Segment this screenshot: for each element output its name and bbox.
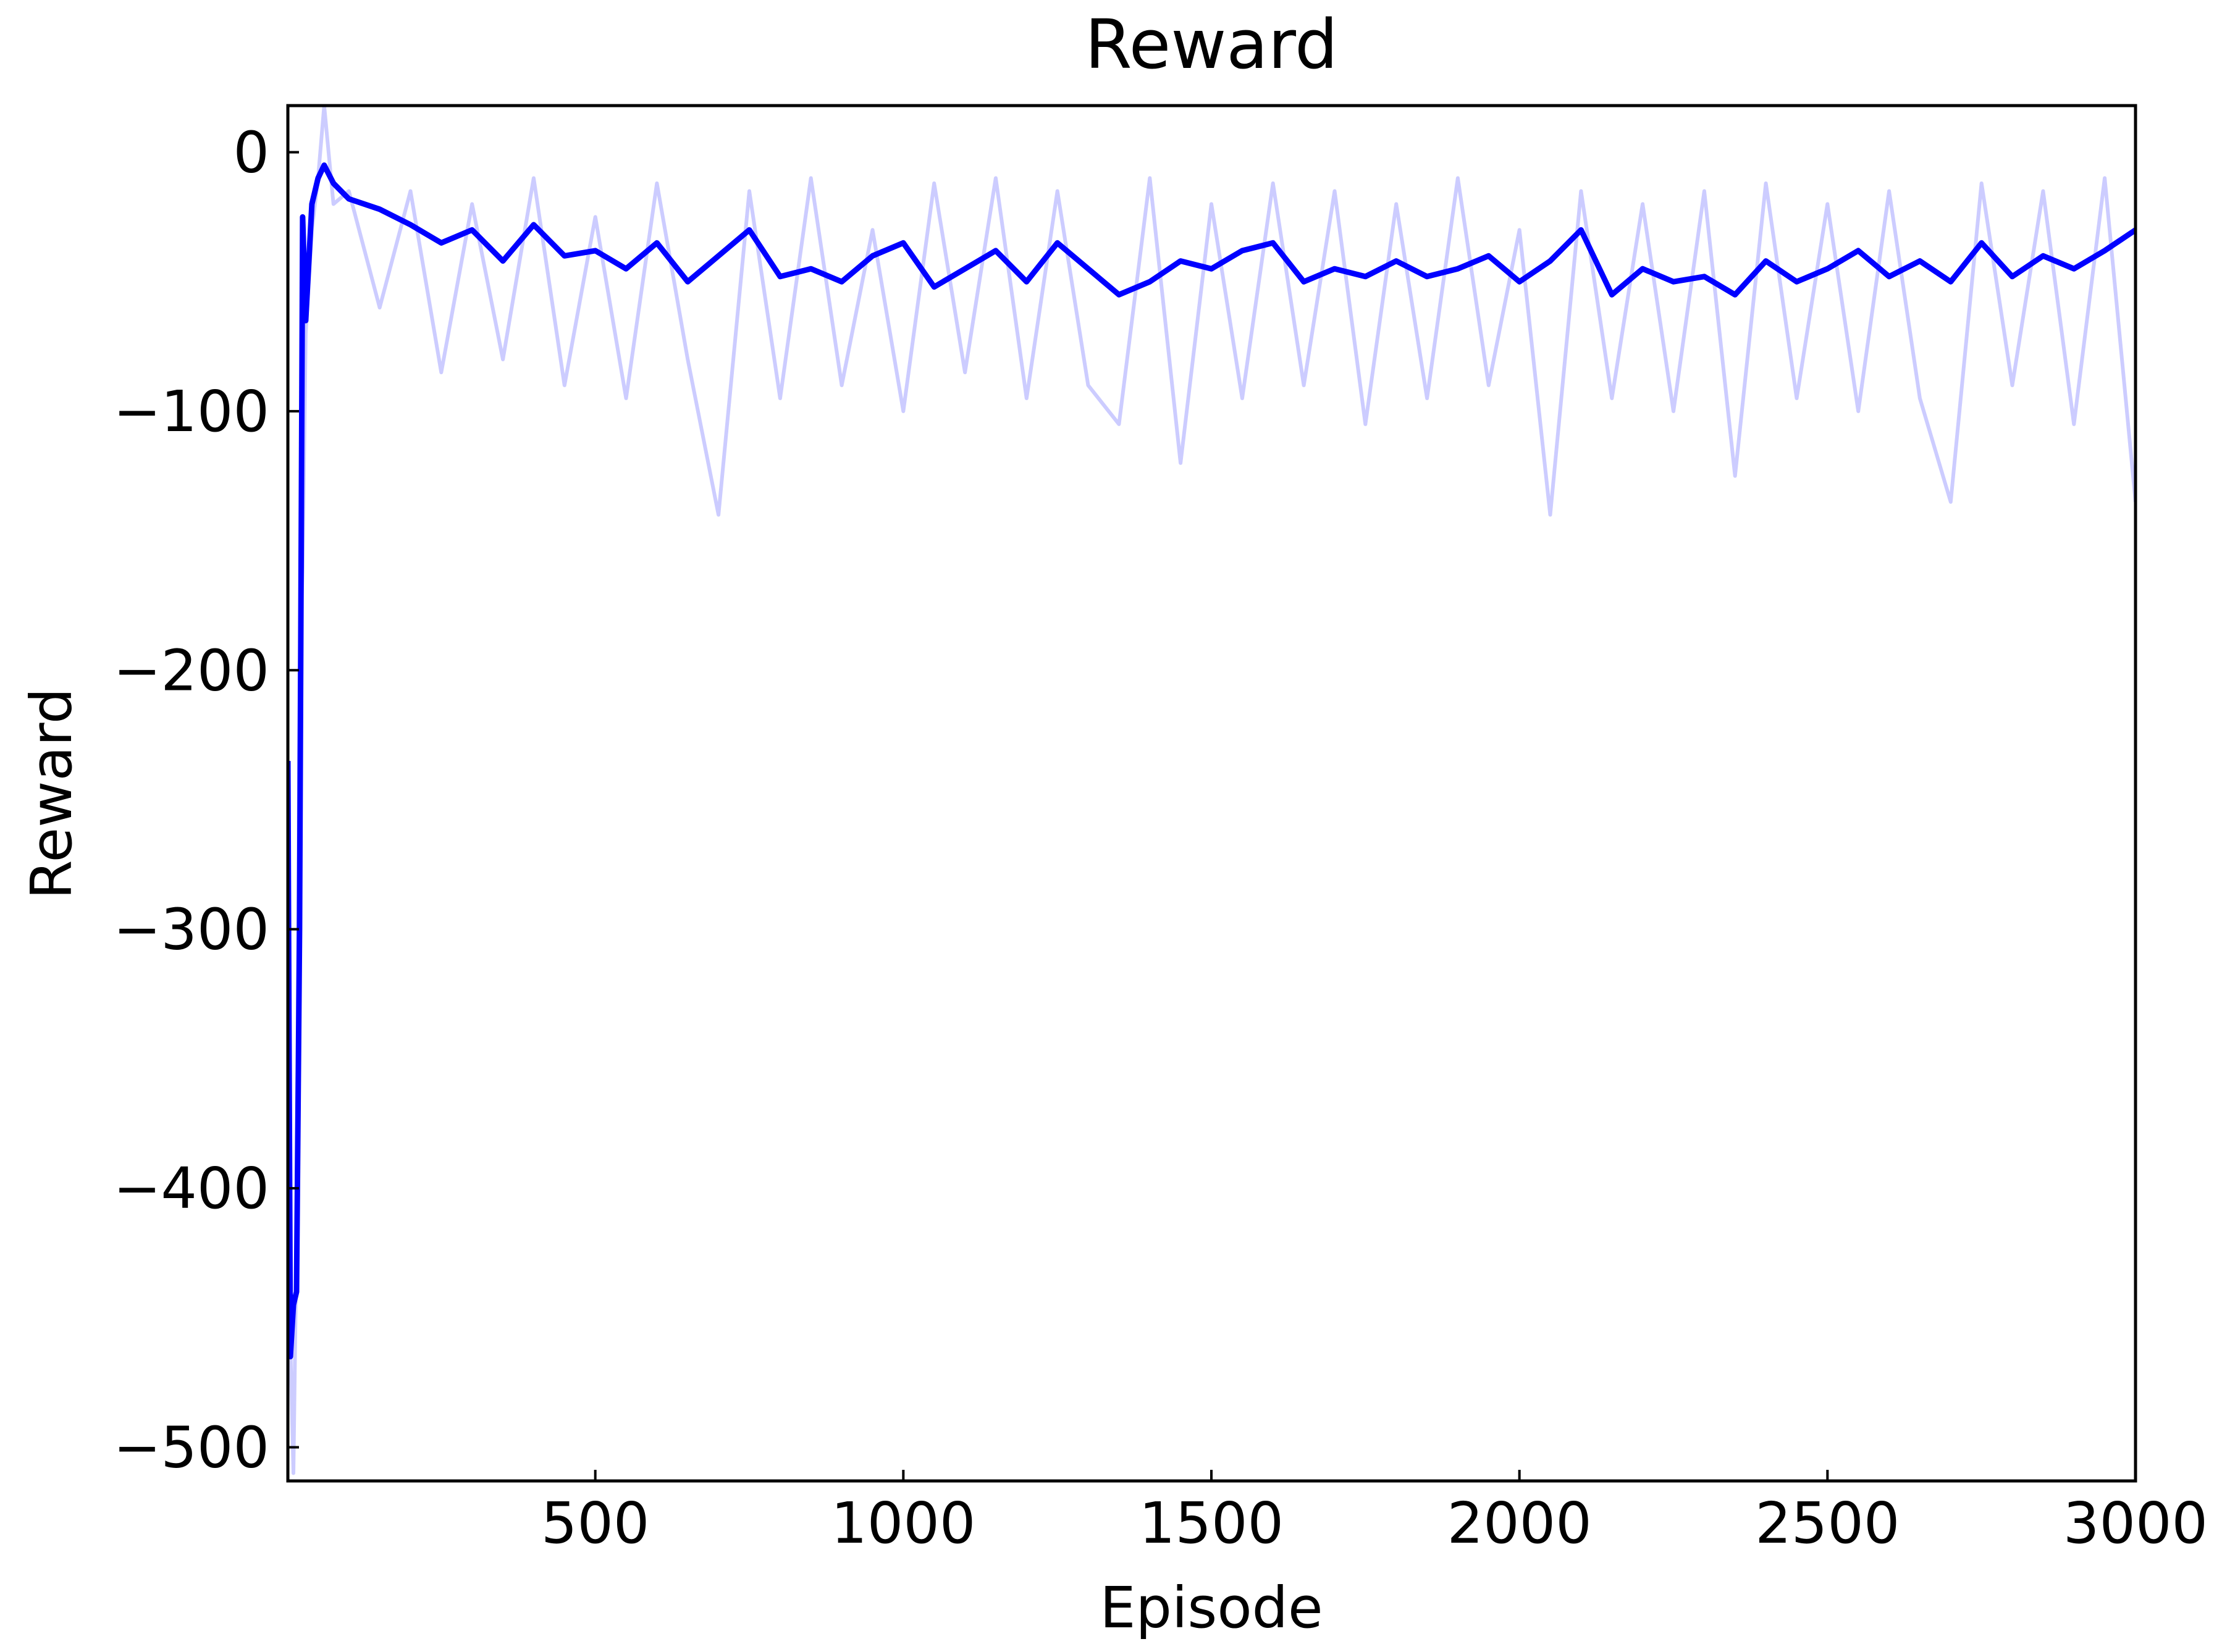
y-axis-label: Reward [19, 688, 85, 900]
x-tick-label: 3000 [2063, 1490, 2208, 1556]
plot-frame [286, 104, 2137, 1483]
x-tick-label: 500 [541, 1490, 650, 1556]
series-line [288, 106, 2136, 1475]
x-tick-label: 2000 [1447, 1490, 1592, 1556]
y-tick-label: −200 [113, 637, 269, 703]
series-line [288, 162, 2136, 1360]
x-axis-label: Episode [1100, 1575, 1323, 1641]
y-tick-label: −400 [113, 1155, 269, 1222]
y-tick-label: −300 [113, 897, 269, 963]
y-tick-label: −100 [113, 379, 269, 445]
chart-title: Reward [1085, 5, 1338, 84]
x-tick-label: 1500 [1139, 1490, 1284, 1556]
y-tick-label: 0 [233, 119, 269, 185]
x-tick-label: 2500 [1755, 1490, 1900, 1556]
x-tick-label: 1000 [831, 1490, 975, 1556]
y-tick-label: −500 [113, 1414, 269, 1480]
